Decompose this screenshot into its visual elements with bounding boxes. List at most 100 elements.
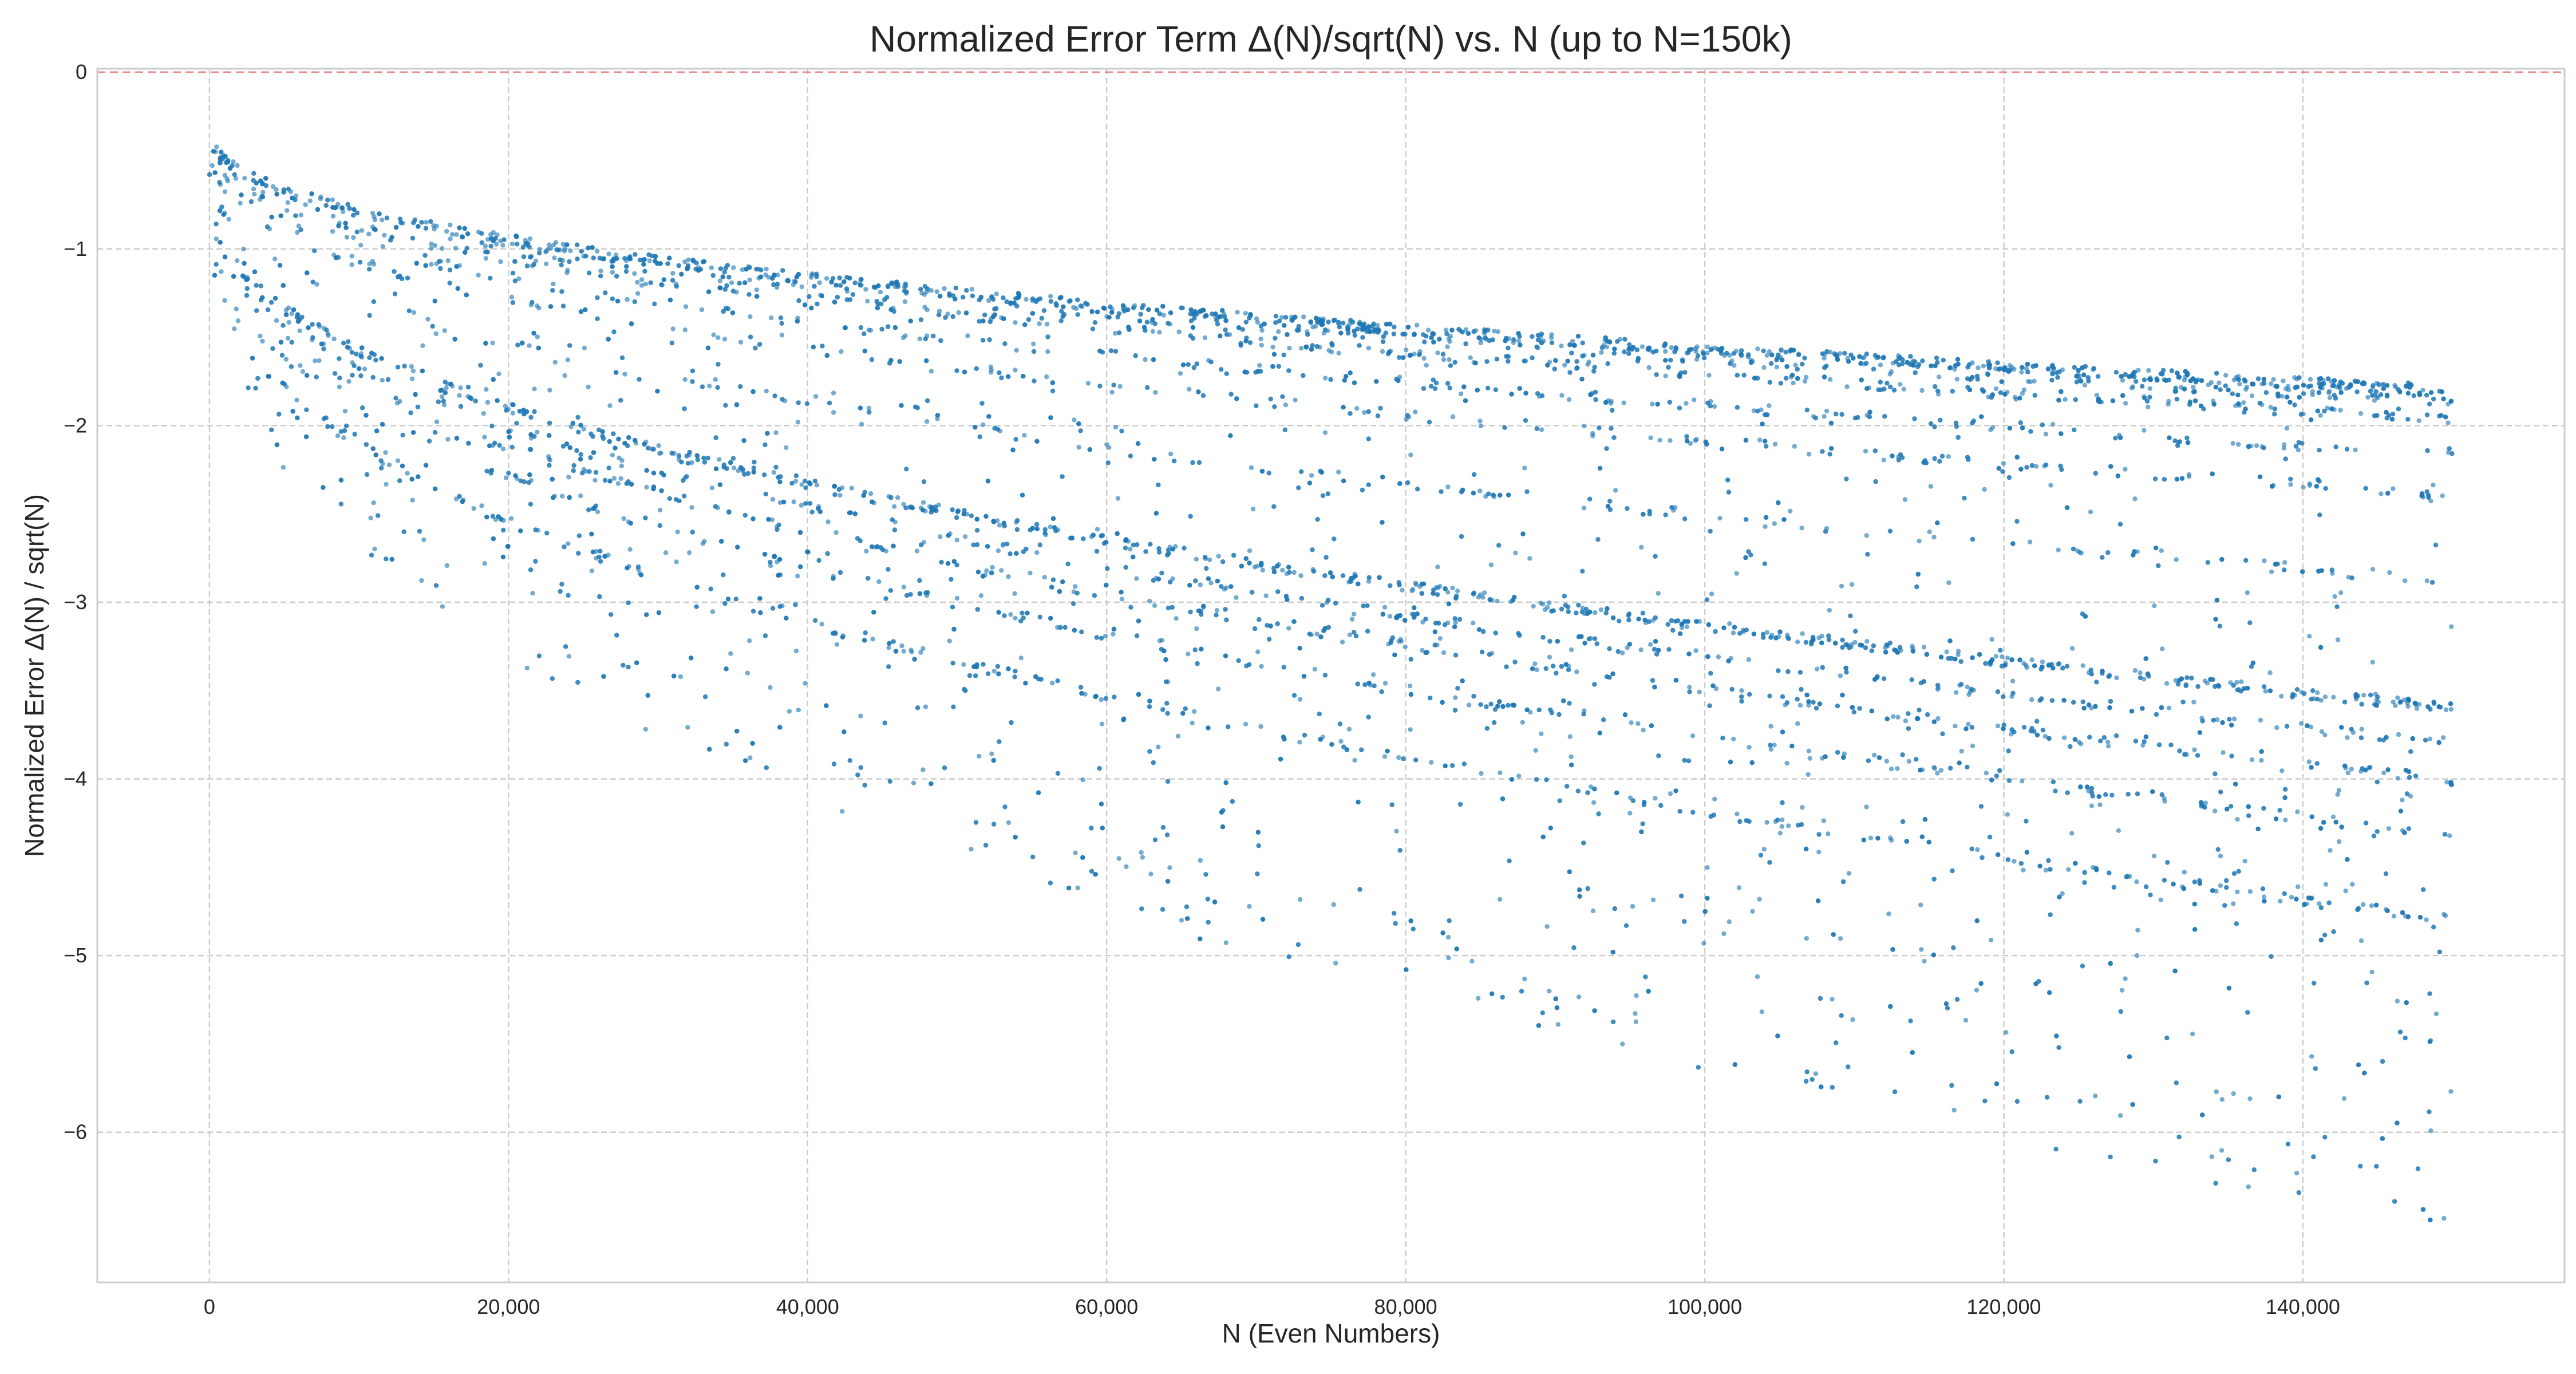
data-point bbox=[995, 548, 1001, 554]
data-point bbox=[440, 246, 445, 251]
data-point bbox=[286, 319, 291, 325]
data-point bbox=[1298, 897, 1303, 902]
data-point bbox=[2417, 702, 2422, 707]
grid-lines bbox=[97, 69, 2565, 1282]
data-point bbox=[2325, 405, 2330, 410]
data-point bbox=[713, 377, 718, 382]
data-point bbox=[1547, 600, 1552, 606]
data-point bbox=[1362, 410, 1367, 415]
data-point bbox=[516, 276, 521, 282]
data-point bbox=[1113, 424, 1119, 430]
data-point bbox=[722, 337, 728, 342]
data-point bbox=[300, 369, 306, 374]
data-point bbox=[1974, 988, 1979, 993]
data-point bbox=[494, 242, 499, 247]
data-point bbox=[1799, 526, 1804, 531]
data-point bbox=[1208, 581, 1214, 586]
data-point bbox=[1520, 720, 1525, 725]
data-point bbox=[876, 579, 882, 585]
data-point bbox=[2214, 1089, 2219, 1095]
data-point bbox=[1048, 294, 1053, 299]
data-point bbox=[994, 291, 999, 297]
data-point bbox=[1705, 344, 1710, 350]
data-point bbox=[814, 483, 820, 488]
data-point bbox=[1898, 382, 1903, 387]
data-point bbox=[234, 306, 239, 311]
data-point bbox=[425, 317, 430, 322]
data-point bbox=[1247, 904, 1252, 909]
data-point bbox=[1467, 702, 1472, 708]
data-point bbox=[2140, 743, 2146, 748]
data-point bbox=[411, 310, 417, 315]
data-point bbox=[2164, 681, 2170, 686]
data-point bbox=[1382, 681, 1388, 686]
data-point bbox=[738, 339, 744, 345]
data-point bbox=[1437, 583, 1443, 589]
data-point bbox=[1730, 630, 1736, 635]
data-point bbox=[270, 184, 276, 189]
data-point bbox=[1014, 348, 1019, 353]
data-point bbox=[2445, 420, 2451, 425]
data-point bbox=[1310, 325, 1315, 330]
data-point bbox=[1946, 454, 1951, 459]
data-point bbox=[232, 326, 237, 331]
data-point bbox=[639, 283, 645, 288]
data-point bbox=[1216, 686, 1221, 692]
data-point bbox=[2279, 768, 2285, 773]
data-point bbox=[1190, 720, 1195, 726]
data-point bbox=[2283, 818, 2288, 823]
data-point bbox=[917, 336, 923, 342]
data-point bbox=[1548, 335, 1554, 341]
data-point bbox=[1952, 366, 1957, 372]
data-point bbox=[1620, 1041, 1625, 1047]
data-point bbox=[1793, 362, 1798, 368]
data-point bbox=[330, 197, 335, 203]
data-point bbox=[793, 479, 799, 484]
data-point bbox=[2246, 1184, 2251, 1190]
data-point bbox=[1297, 740, 1302, 745]
data-point bbox=[647, 258, 652, 263]
data-point bbox=[2284, 425, 2289, 431]
data-point bbox=[1340, 639, 1345, 645]
data-point bbox=[1822, 356, 1827, 361]
data-point bbox=[1716, 654, 1721, 660]
data-point bbox=[2162, 799, 2167, 804]
data-point bbox=[527, 236, 533, 242]
data-point bbox=[1839, 583, 1844, 589]
data-point bbox=[1336, 350, 1341, 356]
data-point bbox=[757, 341, 762, 347]
data-point bbox=[731, 465, 737, 471]
data-point bbox=[911, 780, 916, 785]
data-point bbox=[1638, 647, 1643, 653]
data-point bbox=[729, 280, 734, 285]
data-point bbox=[485, 400, 491, 405]
data-point bbox=[1006, 574, 1011, 579]
data-point bbox=[2042, 733, 2048, 739]
data-point bbox=[2217, 380, 2222, 385]
data-point bbox=[1167, 865, 1172, 870]
data-point bbox=[1255, 319, 1261, 325]
data-point bbox=[351, 235, 356, 240]
data-point bbox=[2050, 422, 2056, 427]
data-point bbox=[260, 338, 265, 344]
data-point bbox=[1821, 818, 1826, 823]
data-point bbox=[2136, 368, 2141, 373]
data-point bbox=[1400, 587, 1405, 593]
data-point bbox=[2322, 732, 2328, 737]
data-point bbox=[1176, 329, 1182, 334]
data-point bbox=[1216, 554, 1221, 559]
data-point bbox=[2182, 870, 2187, 875]
data-point bbox=[2019, 369, 2024, 375]
data-point bbox=[409, 376, 415, 381]
data-point bbox=[1838, 936, 1843, 941]
data-point bbox=[1619, 650, 1625, 656]
data-point bbox=[285, 335, 291, 341]
data-point bbox=[420, 343, 425, 348]
data-point bbox=[1713, 686, 1719, 692]
data-point bbox=[1562, 362, 1567, 368]
data-point bbox=[235, 258, 240, 263]
data-point bbox=[537, 247, 542, 252]
data-point bbox=[1959, 749, 1964, 754]
data-point bbox=[2331, 694, 2336, 700]
data-point bbox=[929, 288, 934, 293]
